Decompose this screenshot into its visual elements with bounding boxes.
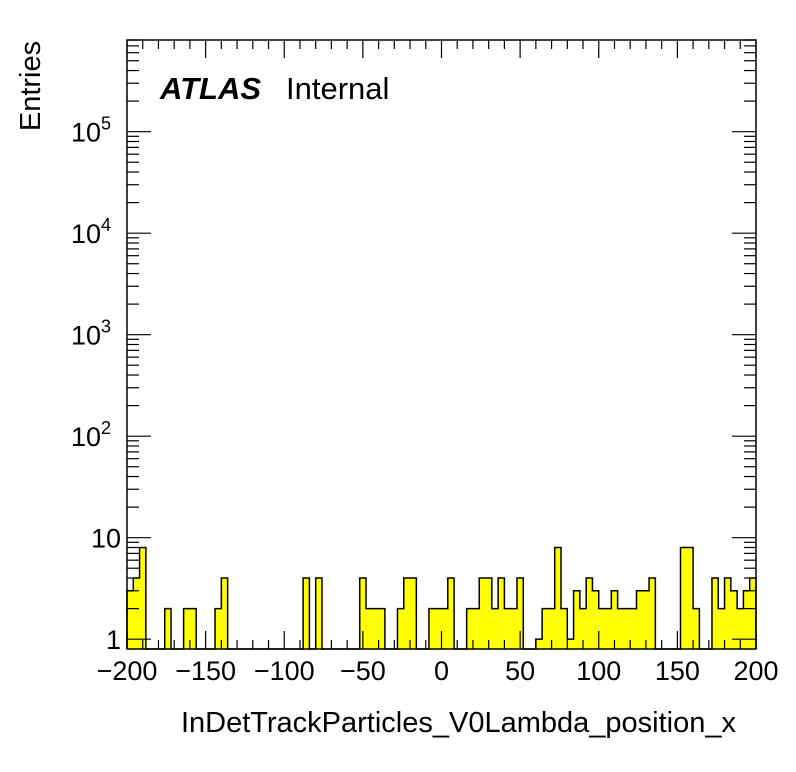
y-axis-title: Entries [15, 41, 47, 131]
histogram-bin [359, 578, 367, 649]
histogram-bin [510, 608, 517, 649]
atlas-label: ATLAS Internal [159, 71, 389, 106]
y-tick-label: 10 [91, 524, 121, 554]
atlas-label-status: Internal [286, 71, 389, 106]
histogram-bin [743, 590, 750, 649]
y-tick-label: 103 [71, 317, 111, 351]
histogram-bin [730, 590, 738, 649]
histogram-bin [586, 578, 593, 649]
histogram-bin [164, 608, 172, 649]
histogram-bin [215, 608, 222, 649]
histogram-bin [498, 578, 505, 649]
x-tick-label: 200 [733, 656, 778, 686]
histogram-bin [485, 578, 492, 649]
histogram-bin [127, 590, 134, 649]
histogram-bin [372, 608, 379, 649]
y-axis: 1 10 102 103 104 105 [71, 39, 756, 655]
histogram-bin [623, 608, 631, 649]
histogram-bars [126, 546, 757, 650]
histogram-bin [133, 578, 140, 649]
histogram-bin [466, 608, 473, 649]
histogram-bin [630, 608, 637, 649]
x-tick-label: −200 [97, 656, 158, 686]
histogram-bin [554, 547, 562, 649]
y-tick-label: 102 [71, 418, 111, 452]
x-tick-label: −150 [175, 656, 236, 686]
histogram-bin [737, 608, 744, 649]
x-tick-label: 50 [505, 656, 535, 686]
atlas-label-experiment: ATLAS [159, 71, 261, 106]
histogram-bin [479, 578, 486, 649]
histogram-bin [649, 578, 656, 649]
histogram-bin [403, 578, 411, 649]
histogram-bin [718, 608, 725, 649]
x-axis-title: InDetTrackParticles_V0Lambda_position_x [181, 707, 737, 739]
histogram-bin [598, 608, 606, 649]
histogram-bin [303, 578, 310, 649]
histogram-bin [441, 608, 448, 649]
histogram-bin [567, 639, 574, 649]
x-tick-label: −100 [254, 656, 315, 686]
histogram-bin [410, 578, 417, 649]
histogram-bin [548, 608, 555, 649]
histogram-bin [636, 590, 643, 649]
x-tick-label: 100 [576, 656, 621, 686]
histogram-bin [693, 608, 700, 649]
y-tick-label: 104 [71, 215, 111, 249]
histogram-bin [183, 608, 190, 649]
histogram-bin [366, 608, 373, 649]
histogram-bin [542, 608, 549, 649]
x-tick-label: 150 [655, 656, 700, 686]
histogram-bin [573, 590, 580, 649]
histogram-bin [189, 608, 197, 649]
histogram-bin [516, 578, 524, 649]
y-tick-label: 105 [71, 114, 111, 148]
histogram-bin [472, 608, 480, 649]
histogram-bin [680, 547, 687, 649]
histogram-bin [428, 608, 436, 649]
histogram-bin [435, 608, 442, 649]
histogram-bin [617, 608, 624, 649]
histogram-bin [749, 578, 756, 649]
histogram-bin [605, 608, 612, 649]
histogram-bin [642, 590, 650, 649]
plot-frame [126, 39, 757, 650]
histogram-bin [397, 608, 404, 649]
plot-border [126, 39, 757, 650]
histogram-bin [315, 578, 322, 649]
histogram-bin [535, 639, 543, 649]
x-tick-label: −50 [340, 656, 386, 686]
histogram-bin [447, 578, 455, 649]
x-tick-label: 0 [434, 656, 449, 686]
histogram-bin [139, 547, 146, 649]
histogram-bin [579, 608, 587, 649]
histogram-bin [611, 590, 618, 649]
histogram-bin [491, 608, 499, 649]
histogram-bin [504, 608, 511, 649]
histogram-bin [592, 590, 599, 649]
histogram-bin [711, 578, 719, 649]
histogram-bin [724, 578, 731, 649]
x-axis: −200 −150 −100 −50 0 50 100 150 200 [97, 40, 779, 686]
histogram-bin [221, 578, 228, 649]
histogram-bin [686, 547, 694, 649]
histogram-bin [378, 608, 385, 649]
y-tick-label: 1 [106, 625, 121, 655]
histogram-bin [561, 608, 568, 649]
